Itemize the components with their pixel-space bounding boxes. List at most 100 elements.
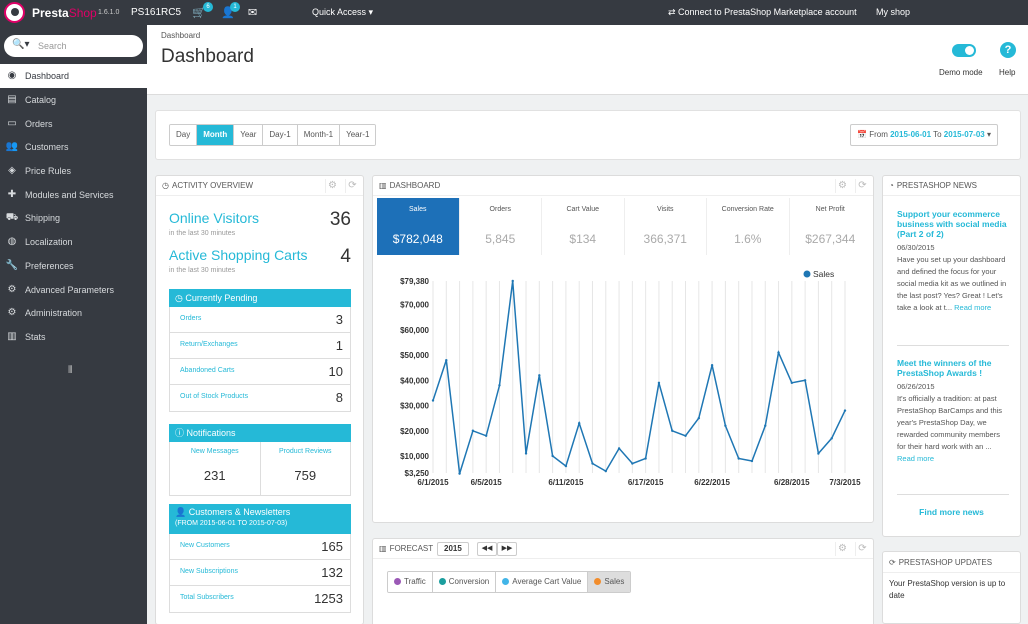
sidebar-item-stats[interactable]: ▥ Stats [0, 325, 147, 349]
kpi-conversion-rate-tab[interactable]: Conversion Rate 1.6% [707, 198, 790, 255]
search-box[interactable]: 🔍▾ [4, 35, 143, 57]
sidebar-item-advanced-parameters[interactable]: ⚙ Advanced Parameters [0, 278, 147, 302]
refresh-icon[interactable]: ⟳ [345, 179, 359, 193]
connect-marketplace-link[interactable]: ⇄ Connect to PrestaShop Marketplace acco… [668, 7, 857, 17]
new-messages-cell[interactable]: New Messages 231 [170, 442, 261, 495]
configure-gear-icon[interactable]: ⚙ [835, 179, 849, 193]
sidebar-item-shipping[interactable]: ⛟ Shipping [0, 206, 147, 230]
period-month-button[interactable]: Month [197, 125, 235, 145]
news-title-link[interactable]: Meet the winners of the PrestaShop Award… [897, 358, 992, 378]
my-shop-link[interactable]: My shop [876, 7, 911, 17]
data-point [657, 381, 661, 385]
tab-conversion[interactable]: Conversion [432, 572, 497, 592]
list-item[interactable]: Total Subscribers 1253 [180, 591, 343, 606]
kpi-visits-tab[interactable]: Visits 366,371 [624, 198, 707, 255]
sidebar-item-modules[interactable]: ✚ Modules and Services [0, 183, 147, 207]
read-more-link[interactable]: Read more [954, 303, 992, 312]
kpi-tabs: Sales $782,048 Orders 5,845 Cart Value $134… [377, 198, 871, 255]
list-item[interactable]: New Subscriptions 132 [170, 560, 350, 586]
sidebar-item-dashboard[interactable]: ◉ Dashboard [0, 64, 147, 88]
y-tick-label: $3,250 [405, 469, 430, 478]
refresh-icon[interactable]: ⟳ [855, 179, 869, 193]
x-tick-label: 6/28/2015 [774, 478, 810, 487]
news-item: Meet the winners of the PrestaShop Award… [897, 358, 1009, 465]
kpi-net-profit-tab[interactable]: Net Profit $267,344 [789, 198, 871, 255]
sales-chart: $3,250 $10,000 $20,000 $30,000 $40,000 $50,00… [375, 261, 873, 491]
help-icon[interactable]: ? [1000, 42, 1016, 58]
list-item[interactable]: Orders 3 [170, 307, 350, 333]
forecast-tabs: Traffic Conversion Average Cart Value Sa… [387, 571, 632, 593]
product-reviews-cell[interactable]: Product Reviews 759 [278, 448, 332, 483]
breadcrumb[interactable]: Dashboard [161, 31, 201, 40]
customers-table: New Customers 165 New Subscriptions 132 To… [169, 534, 351, 613]
data-point [577, 421, 581, 425]
prestashop-updates-panel: ⟳ PrestaShop updates Your PrestaShop vers… [882, 551, 1021, 624]
next-year-button[interactable]: ▶▶ [497, 542, 517, 556]
legend-sales-marker [803, 270, 811, 278]
dashboard-panel: ▥ Dashboard ⚙ ⟳ Sales $782,048 Orders 5,845… [372, 175, 874, 523]
cart-icon[interactable]: 🛒 [192, 7, 206, 19]
updates-body: Your PrestaShop version is up to date [889, 579, 1006, 600]
period-month-1-button[interactable]: Month-1 [297, 125, 341, 145]
shipping-icon: ⛟ [5, 212, 19, 223]
find-more-news-link[interactable]: Find more news [919, 507, 984, 517]
date-to: 2015-07-03 [943, 130, 985, 139]
refresh-icon[interactable]: ⟳ [855, 542, 869, 556]
help-label[interactable]: Help [999, 68, 1016, 77]
period-day-button[interactable]: Day [170, 125, 198, 145]
data-point [830, 437, 833, 440]
list-item[interactable]: Abandoned Carts 10 [170, 359, 350, 385]
sidebar-item-administration[interactable]: ⚙ Administration [0, 301, 147, 325]
list-item[interactable]: Out of Stock Products 8 [180, 390, 343, 405]
configure-gear-icon[interactable]: ⚙ [835, 542, 849, 556]
sidebar-item-catalog[interactable]: ▤ Catalog [0, 88, 147, 112]
news-header: ◔ PrestaShop news [883, 176, 1020, 196]
orders-badge: 6 [203, 2, 213, 12]
quick-access-dropdown[interactable]: Quick Access ▾ [312, 7, 374, 17]
tab-traffic[interactable]: Traffic [388, 572, 433, 592]
advanced-parameters-icon: ⚙ [7, 284, 17, 295]
y-tick-label: $20,000 [400, 427, 429, 436]
configure-gear-icon[interactable]: ⚙ [325, 179, 339, 193]
brand-name[interactable]: PrestaShop [32, 6, 97, 20]
online-visitors-label[interactable]: Online Visitors [169, 210, 260, 226]
list-item[interactable]: New Customers 165 [170, 534, 350, 560]
calendar-icon: 📅 [857, 130, 867, 139]
kpi-orders-tab[interactable]: Orders 5,845 [459, 198, 542, 255]
collapse-menu-icon[interactable]: ⦀ [68, 365, 73, 376]
administration-icon: ⚙ [7, 307, 17, 318]
active-carts-label[interactable]: Active Shopping Carts [169, 247, 308, 263]
news-date: 06/26/2015 [897, 382, 935, 391]
news-title-link[interactable]: Support your ecommerce business with soc… [897, 209, 1007, 239]
prestashop-logo[interactable] [4, 2, 25, 23]
kpi-sales-tab[interactable]: Sales $782,048 [377, 198, 460, 255]
read-more-link[interactable]: Read more [897, 454, 935, 463]
search-input[interactable] [38, 38, 136, 53]
sidebar-item-localization[interactable]: ◍ Localization [0, 230, 147, 254]
kpi-cart-value-tab[interactable]: Cart Value $134 [542, 198, 625, 255]
date-from: 2015-06-01 [890, 130, 932, 139]
envelope-icon[interactable]: ✉ [248, 7, 258, 19]
sales-dot-icon [594, 578, 602, 585]
sidebar-item-preferences[interactable]: 🔧 Preferences [0, 254, 147, 278]
average-cart-value-dot-icon [502, 578, 510, 585]
tab-average-cart-value[interactable]: Average Cart Value [496, 572, 589, 592]
date-range-picker[interactable]: 📅 From 2015-06-01 To 2015-07-03 ▾ [850, 124, 998, 146]
search-icon[interactable]: 🔍▾ [12, 39, 30, 50]
sidebar-item-price-rules[interactable]: ◈ Price Rules [0, 159, 147, 183]
forecast-header: ▥ Forecast [373, 539, 873, 559]
demo-mode-toggle[interactable] [952, 44, 976, 57]
period-day-1-button[interactable]: Day-1 [263, 125, 298, 145]
data-point [764, 424, 767, 427]
conversion-dot-icon [438, 578, 446, 585]
top-bar: PrestaShop 1.6.1.0 PS161RC5 🛒 6 👤 1 ✉ Qu… [0, 0, 1028, 25]
sidebar-item-customers[interactable]: 👥 Customers [0, 135, 147, 159]
sidebar-item-orders[interactable]: ▭ Orders [0, 112, 147, 136]
period-year-1-button[interactable]: Year-1 [340, 125, 376, 145]
list-item[interactable]: Return/Exchanges 1 [170, 333, 350, 359]
period-year-button[interactable]: Year [234, 125, 264, 145]
refresh-icon: ⟳ [889, 558, 896, 567]
previous-year-button[interactable]: ◀◀ [477, 542, 497, 556]
tab-sales[interactable]: Sales [588, 572, 631, 592]
sales-line-chart: $3,250 $10,000 $20,000 $30,000 $40,000 $50,00… [400, 269, 861, 487]
